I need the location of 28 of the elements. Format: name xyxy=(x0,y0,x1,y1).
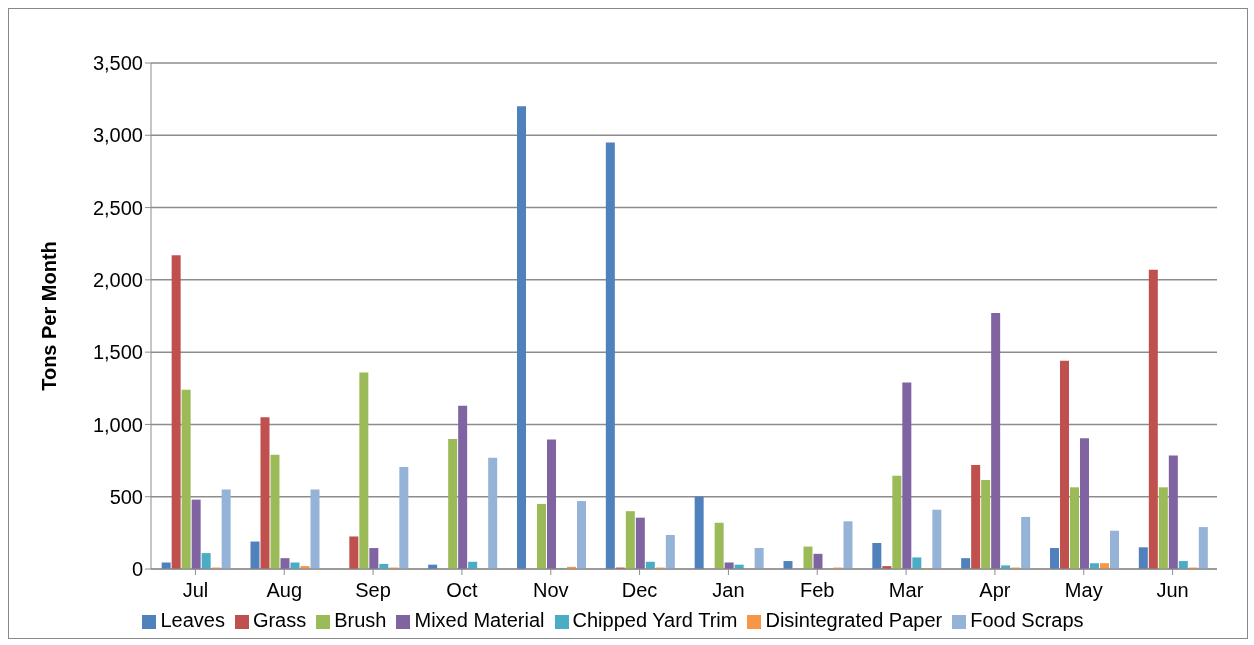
y-tick-label: 500 xyxy=(109,485,143,508)
x-tick-label: Jul xyxy=(182,579,209,602)
x-tick-label: May xyxy=(1064,579,1103,602)
y-tick-label: 1,000 xyxy=(92,413,143,436)
x-tick-label: Nov xyxy=(532,579,569,602)
y-tick-label: 2,000 xyxy=(92,268,143,291)
x-tick-label: Mar xyxy=(888,579,924,602)
x-tick-label: Sep xyxy=(355,579,391,602)
y-tick-label: 3,500 xyxy=(92,52,143,75)
legend-label: Disintegrated Paper xyxy=(765,609,943,631)
x-tick-label: Jun xyxy=(1156,579,1189,602)
legend-label: Mixed Material xyxy=(414,609,545,631)
y-tick-label: 3,000 xyxy=(92,124,143,147)
x-tick-label: Jan xyxy=(712,579,745,602)
legend-label: Food Scraps xyxy=(970,609,1084,631)
legend-label: Leaves xyxy=(160,609,225,631)
x-tick-label: Feb xyxy=(800,579,835,602)
x-tick-label: Aug xyxy=(266,579,303,602)
x-tick-label: Apr xyxy=(979,579,1011,602)
y-tick-label: 0 xyxy=(131,558,143,581)
legend-label: Chipped Yard Trim xyxy=(572,609,738,631)
x-tick-label: Dec xyxy=(621,579,658,602)
x-tick-label: Oct xyxy=(446,579,478,602)
y-axis-title: Tons Per Month xyxy=(38,241,61,391)
y-tick-label: 2,500 xyxy=(92,196,143,219)
y-tick-label: 1,500 xyxy=(92,341,143,364)
legend-label: Grass xyxy=(252,609,307,631)
legend-label: Brush xyxy=(334,609,387,631)
